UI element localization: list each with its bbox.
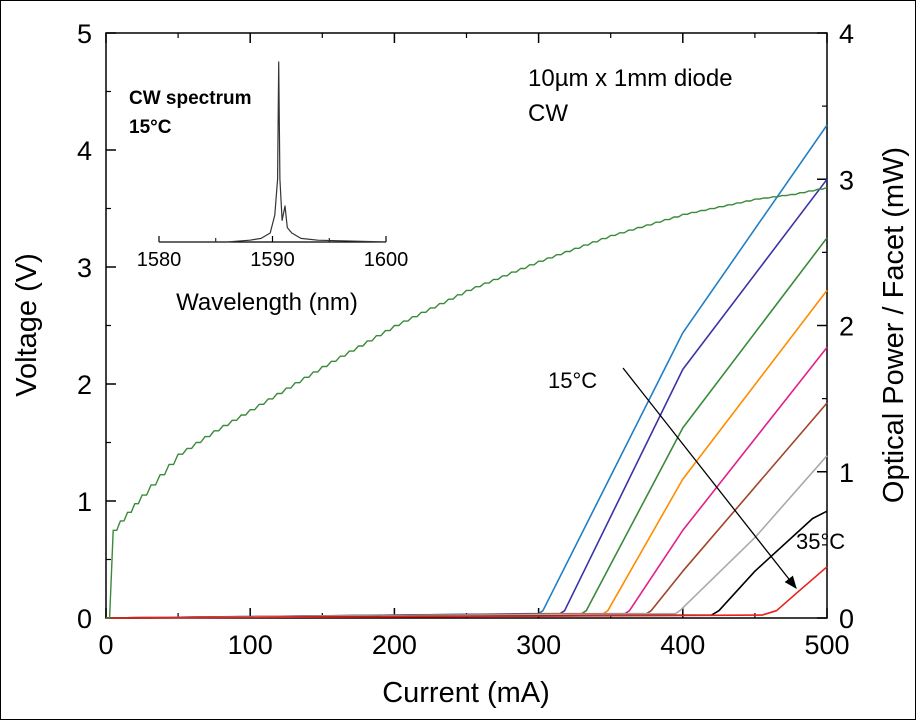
inset-subtitle: 15°C	[129, 117, 172, 138]
inset-x-tick-label: 1580	[137, 249, 182, 271]
inset-x-tick-label: 1590	[250, 249, 295, 271]
y-axis-title: Voltage (V)	[11, 253, 43, 396]
y2-axis-title: Optical Power / Facet (mW)	[878, 147, 910, 503]
power-curve	[105, 455, 828, 619]
inset-layer: 1580 1590 1600	[137, 61, 409, 271]
power-curve	[105, 510, 828, 619]
power-curve	[105, 566, 828, 619]
x-tick-label: 100	[228, 630, 273, 660]
x-tick-label: 200	[372, 630, 417, 660]
y-tick-label: 0	[77, 604, 92, 634]
x-tick-label: 400	[660, 630, 705, 660]
inset-spectrum-line	[159, 61, 387, 243]
temperature-arrow	[622, 367, 797, 590]
series-layer	[105, 124, 828, 619]
y2-tick-label: 4	[839, 19, 854, 49]
inset-title: CW spectrum	[129, 88, 251, 109]
x-tick-label: 300	[516, 630, 561, 660]
voltage-curve	[106, 186, 828, 619]
power-curve	[105, 289, 828, 619]
y-tick-label: 5	[77, 19, 92, 49]
y2-tick-label: 0	[839, 604, 854, 634]
mode-annotation: CW	[528, 100, 568, 127]
y2-tick-label: 2	[839, 312, 854, 342]
inset-x-tick-label: 1600	[364, 249, 409, 271]
power-curve	[105, 178, 828, 619]
y2-tick-label: 3	[839, 165, 854, 195]
y-tick-label: 4	[77, 136, 92, 166]
y-tick-label: 1	[77, 487, 92, 517]
power-curve	[105, 346, 828, 619]
y-tick-label: 3	[77, 253, 92, 283]
y-tick-label: 2	[77, 370, 92, 400]
x-tick-label: 500	[804, 630, 849, 660]
device-annotation: 10µm x 1mm diode	[528, 65, 733, 92]
y2-tick-label: 1	[839, 458, 854, 488]
inset-x-axis-title: Wavelength (nm)	[176, 289, 358, 316]
x-axis-title: Current (mA)	[382, 677, 550, 709]
temp-start-label: 15°C	[548, 368, 597, 393]
power-curve	[105, 124, 828, 619]
x-tick-label: 0	[98, 630, 113, 660]
temp-end-label: 35°C	[796, 529, 845, 554]
power-curve	[105, 402, 828, 619]
